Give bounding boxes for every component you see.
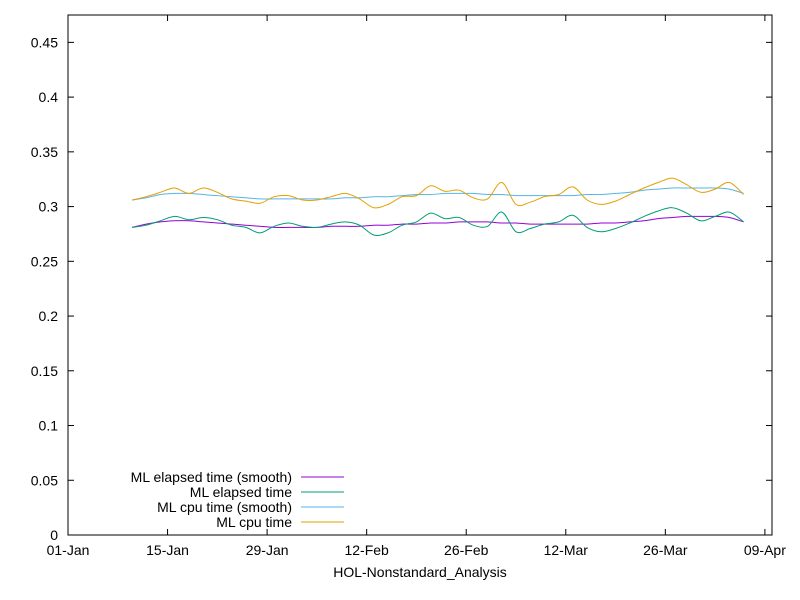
y-tick-label: 0.4 (39, 89, 59, 105)
legend: ML elapsed time (smooth)ML elapsed timeM… (131, 469, 344, 530)
series-line (131, 187, 744, 201)
y-tick-label: 0.3 (39, 199, 59, 215)
legend-label: ML cpu time (216, 514, 292, 530)
x-tick-label: 15-Jan (146, 542, 189, 558)
x-axis-label: HOL-Nonstandard_Analysis (333, 564, 507, 580)
x-tick-label: 12-Feb (344, 542, 389, 558)
x-tick-label: 26-Mar (643, 542, 688, 558)
x-tick-label: 12-Mar (544, 542, 589, 558)
plot-frame (67, 14, 773, 536)
series-line (131, 177, 744, 209)
legend-label: ML elapsed time (smooth) (131, 469, 292, 485)
legend-label: ML cpu time (smooth) (157, 499, 292, 515)
x-axis: 01-Jan 15-Jan 29-Jan 12-Feb 26-Feb 12-Mar 26-M… (47, 15, 786, 558)
y-tick-label: 0.2 (39, 308, 59, 324)
y-axis: 0 0.05 0.1 0.15 0.2 0.25 0.3 0.35 0.4 0.45 (31, 34, 772, 543)
x-tick-label: 01-Jan (47, 542, 90, 558)
y-tick-label: 0 (50, 527, 58, 543)
x-tick-label: 09-Apr (744, 542, 786, 558)
y-tick-label: 0.15 (31, 363, 58, 379)
x-tick-label: 26-Feb (444, 542, 489, 558)
y-tick-label: 0.1 (39, 418, 59, 434)
y-tick-label: 0.35 (31, 144, 58, 160)
legend-label: ML elapsed time (190, 484, 292, 500)
series-layer (131, 177, 744, 236)
series-line (131, 207, 744, 236)
y-tick-label: 0.25 (31, 253, 58, 269)
x-tick-label: 29-Jan (246, 542, 289, 558)
y-tick-label: 0.45 (31, 34, 58, 50)
series-line (131, 215, 744, 228)
y-tick-label: 0.05 (31, 472, 58, 488)
